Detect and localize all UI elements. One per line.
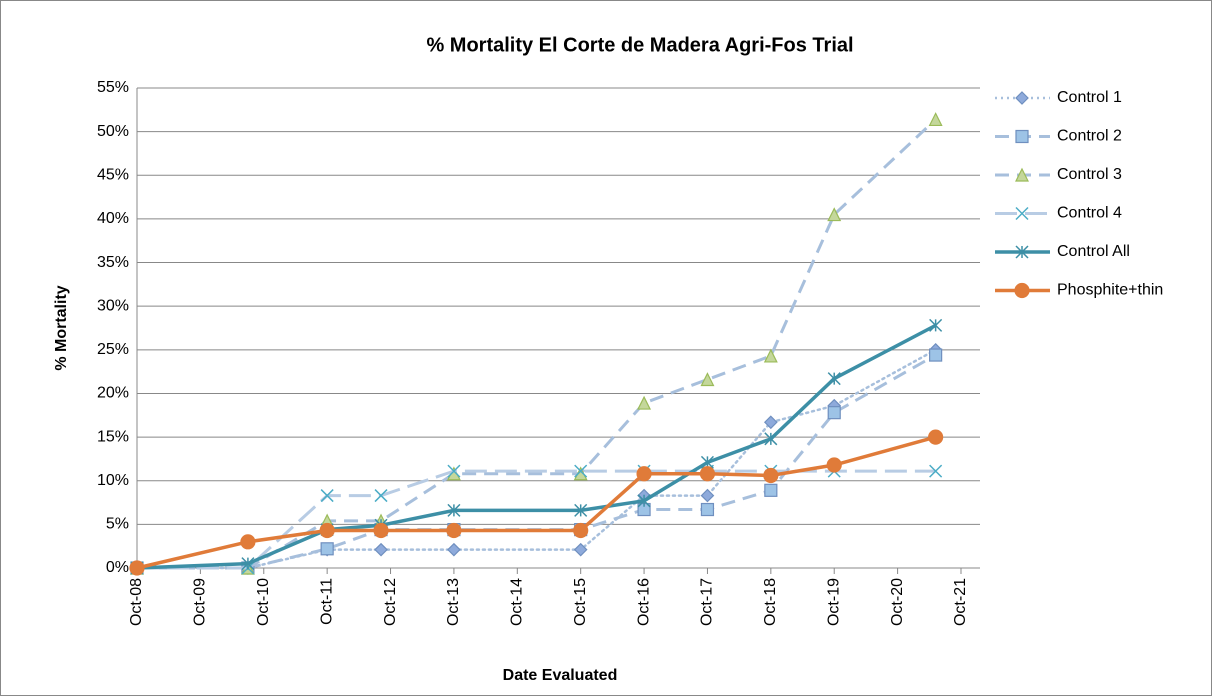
y-tick-label: 5% [106, 516, 129, 533]
point [129, 560, 145, 576]
point [928, 429, 944, 445]
point [447, 503, 461, 517]
y-tick-label: 10% [97, 472, 129, 489]
point [763, 348, 778, 363]
y-tick-label: 30% [97, 297, 129, 314]
y-tick-label: 40% [97, 210, 129, 227]
point [826, 457, 842, 473]
y-tick-label: 50% [97, 123, 129, 140]
x-tick-label: Oct-11 [318, 578, 335, 625]
y-tick-label: 45% [97, 166, 129, 183]
x-tick-label: Oct-19 [825, 578, 842, 626]
point [374, 489, 388, 503]
legend-marker [1015, 167, 1029, 182]
x-tick-label: Oct-18 [762, 578, 779, 626]
x-tick-label: Oct-09 [192, 578, 209, 626]
point [929, 318, 943, 332]
x-tick-label: Oct-10 [255, 578, 272, 626]
legend-label: Control 1 [1057, 89, 1122, 106]
x-tick-label: Oct-12 [382, 578, 399, 626]
point [636, 466, 652, 482]
series-line [137, 469, 936, 570]
legend-label: Phosphite+thin [1057, 282, 1163, 299]
x-tick-label: Oct-17 [699, 578, 716, 626]
point [699, 466, 716, 482]
y-tick-label: 20% [97, 385, 129, 402]
point [827, 372, 841, 386]
point [637, 494, 651, 508]
legend-marker [1015, 245, 1029, 259]
point [827, 207, 842, 222]
point [447, 542, 461, 557]
point [320, 489, 334, 503]
point [700, 372, 715, 387]
x-tick-label: Oct-08 [128, 578, 145, 626]
point [637, 395, 652, 410]
point [374, 542, 388, 557]
x-tick-label: Oct-20 [889, 578, 906, 626]
legend-label: Control All [1057, 243, 1130, 260]
point [764, 483, 778, 497]
point [319, 522, 335, 539]
point [373, 522, 389, 539]
y-tick-label: 15% [97, 428, 129, 445]
y-tick-label: 35% [97, 254, 129, 271]
point [928, 112, 943, 127]
point [700, 488, 715, 503]
point [700, 502, 715, 517]
chart-title: % Mortality El Corte de Madera Agri-Fos … [426, 34, 853, 56]
legend-marker [1015, 206, 1029, 221]
y-tick-label: 55% [97, 79, 129, 96]
x-tick-label: Oct-16 [635, 578, 652, 626]
x-tick-label: Oct-15 [572, 578, 589, 626]
legend-marker [1014, 282, 1030, 299]
point [573, 522, 589, 539]
x-tick-label: Oct-21 [952, 578, 969, 626]
x-axis-label: Date Evaluated [503, 667, 618, 684]
y-axis-label: % Mortality [53, 285, 70, 370]
legend-label: Control 3 [1057, 166, 1122, 183]
point [827, 406, 841, 420]
point [573, 542, 588, 557]
point [240, 534, 256, 550]
point [929, 348, 943, 362]
point [574, 464, 588, 478]
point [764, 432, 778, 446]
y-tick-label: 25% [97, 341, 129, 358]
legend-label: Control 4 [1057, 205, 1122, 222]
point [763, 415, 778, 430]
legend-label: Control 2 [1057, 128, 1122, 145]
legend-marker [1015, 129, 1029, 144]
point [446, 522, 462, 539]
point [763, 467, 779, 484]
legend-marker [1015, 91, 1029, 105]
y-tick-label: 0% [106, 559, 129, 576]
point [320, 542, 334, 556]
point [447, 464, 461, 478]
point [241, 557, 255, 571]
x-tick-label: Oct-14 [509, 578, 526, 626]
point [574, 503, 588, 517]
x-tick-label: Oct-13 [445, 578, 462, 626]
point [929, 464, 943, 478]
